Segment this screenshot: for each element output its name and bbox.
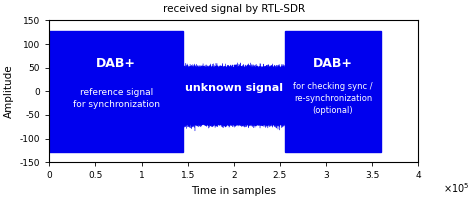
Text: unknown signal: unknown signal bbox=[185, 83, 283, 93]
Bar bbox=[284, 31, 382, 152]
Bar bbox=[183, 73, 284, 118]
Y-axis label: Amplitude: Amplitude bbox=[4, 65, 14, 118]
X-axis label: Time in samples: Time in samples bbox=[191, 186, 276, 196]
Text: reference signal
for synchronization: reference signal for synchronization bbox=[73, 88, 160, 109]
Text: DAB+: DAB+ bbox=[96, 57, 136, 70]
Text: $\times 10^5$: $\times 10^5$ bbox=[443, 181, 470, 195]
Text: DAB+: DAB+ bbox=[313, 57, 353, 70]
Title: received signal by RTL-SDR: received signal by RTL-SDR bbox=[163, 4, 305, 14]
Bar bbox=[49, 31, 183, 152]
Text: for checking sync /
re-synchronization
(optional): for checking sync / re-synchronization (… bbox=[293, 82, 373, 115]
